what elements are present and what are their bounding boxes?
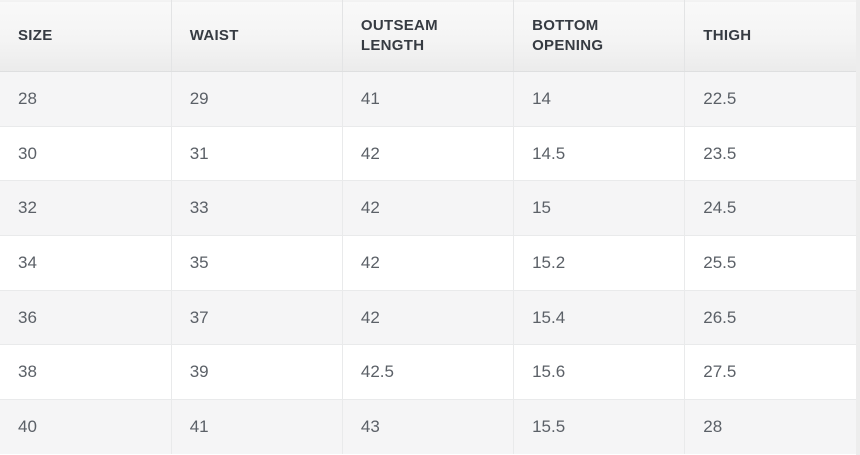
header-row: SIZE WAIST OUTSEAM LENGTH BOTTOM OPENING… <box>0 0 856 72</box>
cell-thigh: 22.5 <box>684 71 856 127</box>
cell-waist: 41 <box>171 399 343 455</box>
header-thigh: THIGH <box>684 0 856 72</box>
cell-size: 40 <box>0 399 172 455</box>
header-size-label: SIZE <box>18 26 53 44</box>
cell-outseam-length: 42 <box>342 235 515 291</box>
size-chart-header: SIZE WAIST OUTSEAM LENGTH BOTTOM OPENING… <box>0 0 856 72</box>
cell-outseam-length: 42 <box>342 180 515 237</box>
cell-thigh: 28 <box>703 417 723 437</box>
header-waist-label: WAIST <box>189 26 239 44</box>
cell-bottom-opening: 15.4 <box>513 290 686 346</box>
cell-waist: 37 <box>171 290 343 346</box>
cell-waist: 33 <box>171 180 343 237</box>
cell-waist: 35 <box>171 235 343 291</box>
cell-thigh: 26.5 <box>684 290 856 346</box>
header-bottom-opening: BOTTOM OPENING <box>513 0 686 72</box>
cell-waist: 31 <box>171 126 343 182</box>
table-row: 28 29 41 14 22.5 <box>0 71 856 127</box>
header-outseam-length-label: OUTSEAM LENGTH <box>360 16 438 54</box>
table-row: 34 35 42 15.2 25.5 <box>0 235 856 291</box>
cell-bottom-opening: 15.6 <box>513 344 686 401</box>
cell-waist: 39 <box>171 344 343 401</box>
cell-thigh: 23.5 <box>684 126 856 182</box>
table-row: 40 41 43 15.5 28 <box>0 399 856 455</box>
cell-bottom-opening: 15.2 <box>513 235 686 291</box>
cell-outseam-length: 41 <box>342 71 515 127</box>
cell-outseam-length: 42 <box>342 126 515 182</box>
header-thigh-label: THIGH <box>703 26 752 44</box>
cell-size: 30 <box>0 126 172 182</box>
header-size: SIZE <box>0 0 172 72</box>
cell-size: 28 <box>0 71 172 127</box>
table-row: 30 31 42 14.5 23.5 <box>0 126 856 182</box>
cell-size: 34 <box>0 235 172 291</box>
header-waist: WAIST <box>171 0 343 72</box>
cell-bottom-opening: 15 <box>513 180 686 237</box>
cell-size: 38 <box>0 344 172 401</box>
cell-size: 36 <box>0 290 172 346</box>
cell-bottom-opening: 14.5 <box>513 126 686 182</box>
cell-outseam-length: 43 <box>342 399 515 455</box>
table-row: 32 33 42 15 24.5 <box>0 180 856 237</box>
cell-outseam-length: 42.5 <box>342 344 515 401</box>
cell-bottom-opening: 15.5 <box>513 399 686 455</box>
cell-thigh: 25.5 <box>684 235 856 291</box>
table-row: 36 37 42 15.4 26.5 <box>0 290 856 346</box>
cell-outseam-length: 42 <box>342 290 515 346</box>
size-chart-body: 28 29 41 14 22.5 30 31 42 14.5 23.5 32 3… <box>0 71 856 455</box>
cell-bottom-opening: 14 <box>513 71 686 127</box>
cell-waist: 29 <box>171 71 343 127</box>
cell-size: 32 <box>0 180 172 237</box>
header-bottom-opening-label: BOTTOM OPENING <box>532 16 604 54</box>
table-row: 38 39 42.5 15.6 27.5 <box>0 344 856 401</box>
header-outseam-length: OUTSEAM LENGTH <box>342 0 515 72</box>
cell-thigh: 24.5 <box>684 180 856 237</box>
cell-thigh: 27.5 <box>684 344 856 401</box>
